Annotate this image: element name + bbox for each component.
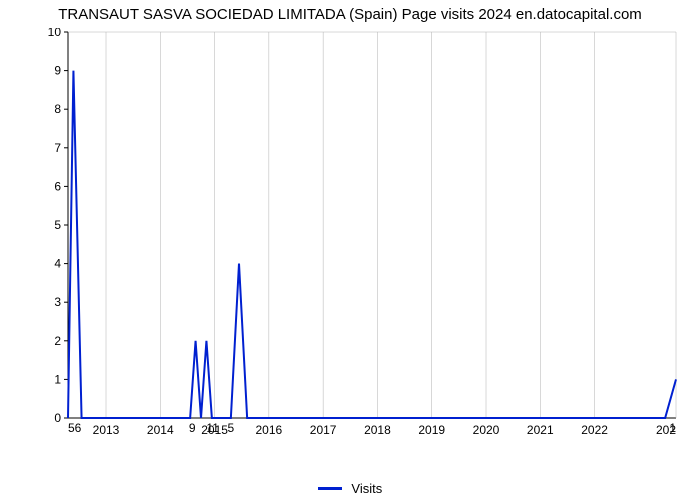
ytick-label: 4 bbox=[54, 257, 61, 271]
series-line bbox=[68, 71, 676, 418]
ytick-label: 8 bbox=[54, 102, 61, 116]
xtick-label: 2019 bbox=[418, 423, 445, 437]
ytick-label: 5 bbox=[54, 218, 61, 232]
xtick-label: 2022 bbox=[581, 423, 608, 437]
chart-area: 0123456789102013201420152016201720182019… bbox=[40, 28, 680, 448]
xtick-label: 2013 bbox=[93, 423, 120, 437]
ytick-label: 0 bbox=[54, 411, 61, 425]
ytick-label: 9 bbox=[54, 64, 61, 78]
legend-swatch bbox=[318, 487, 342, 490]
chart-svg: 0123456789102013201420152016201720182019… bbox=[40, 28, 680, 448]
point-label: 5 bbox=[228, 421, 235, 435]
point-label: 56 bbox=[68, 421, 82, 435]
chart-title: TRANSAUT SASVA SOCIEDAD LIMITADA (Spain)… bbox=[0, 6, 700, 23]
ytick-label: 3 bbox=[54, 295, 61, 309]
point-label: 9 bbox=[189, 421, 196, 435]
ytick-label: 6 bbox=[54, 179, 61, 193]
xtick-label: 2014 bbox=[147, 423, 174, 437]
legend-label: Visits bbox=[351, 481, 382, 496]
ytick-label: 2 bbox=[54, 334, 61, 348]
xtick-label: 2016 bbox=[256, 423, 283, 437]
legend: Visits bbox=[0, 480, 700, 496]
ytick-label: 7 bbox=[54, 141, 61, 155]
point-label: 1 bbox=[669, 421, 676, 435]
xtick-label: 2018 bbox=[364, 423, 391, 437]
ytick-label: 10 bbox=[48, 28, 62, 39]
point-label: 11 bbox=[206, 421, 219, 435]
xtick-label: 2020 bbox=[473, 423, 500, 437]
xtick-label: 2017 bbox=[310, 423, 337, 437]
ytick-label: 1 bbox=[54, 372, 61, 386]
xtick-label: 2021 bbox=[527, 423, 554, 437]
